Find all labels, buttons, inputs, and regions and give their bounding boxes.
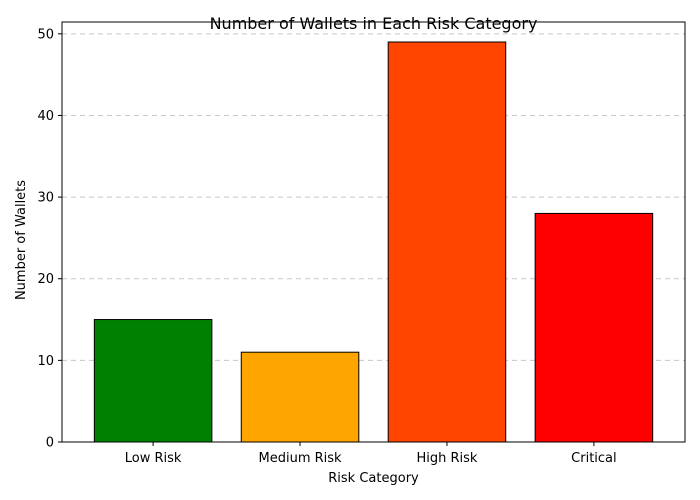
y-tick-label: 10 [37, 354, 54, 369]
y-tick-label: 20 [37, 272, 54, 287]
chart-title: Number of Wallets in Each Risk Category [210, 14, 538, 33]
bars [93, 41, 654, 443]
x-axis-label: Risk Category [328, 471, 419, 486]
bar-medium-risk [240, 351, 360, 443]
x-tick-label: Low Risk [125, 451, 182, 466]
x-tick-label: Medium Risk [259, 451, 343, 466]
y-axis-ticks: 0 10 20 30 40 50 [37, 27, 62, 451]
y-tick-label: 40 [37, 109, 54, 124]
x-tick-label: High Risk [416, 451, 477, 466]
bar-high-risk [387, 41, 507, 443]
y-axis-label: Number of Wallets [14, 180, 29, 300]
x-tick-label: Critical [571, 451, 616, 466]
y-tick-label: 30 [37, 191, 54, 206]
y-tick-label: 50 [37, 27, 54, 42]
x-axis-ticks: Low Risk Medium Risk High Risk Critical [125, 442, 617, 466]
bar-critical [534, 212, 654, 443]
bar-low-risk [93, 319, 213, 443]
y-tick-label: 0 [46, 436, 54, 451]
plot-frame [61, 21, 686, 443]
